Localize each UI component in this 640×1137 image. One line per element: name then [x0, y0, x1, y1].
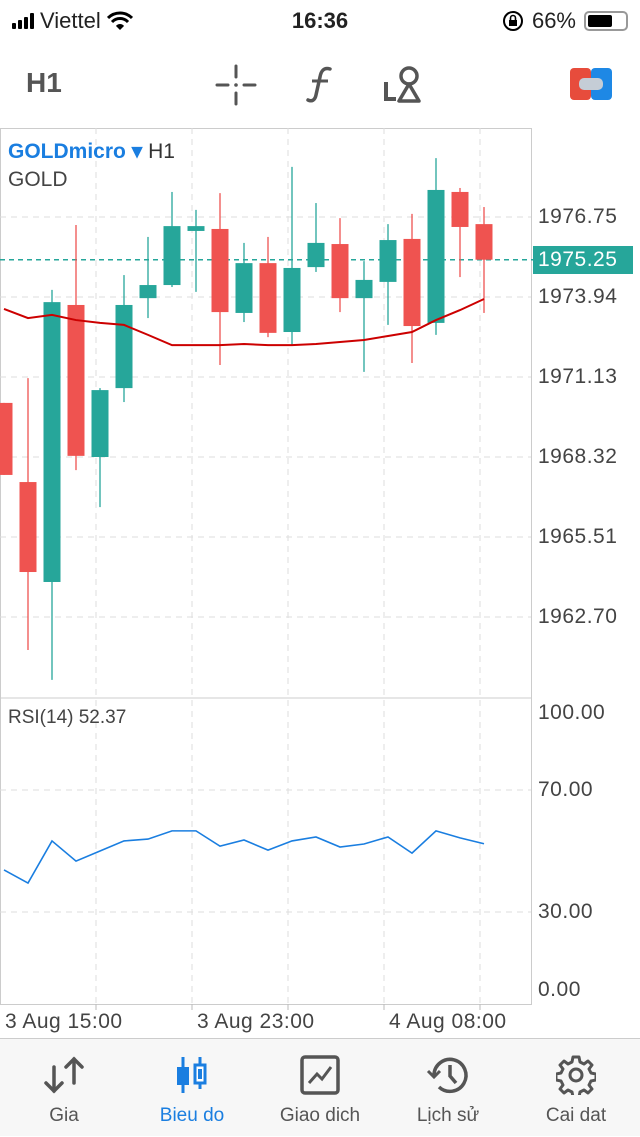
- tab-label: Giao dich: [279, 1105, 361, 1126]
- wifi-icon: [106, 11, 133, 30]
- candle-bullish: [139, 285, 157, 299]
- candle-bearish: [0, 402, 13, 475]
- toolbar: H1: [0, 50, 640, 116]
- candle-bearish: [475, 224, 493, 260]
- tab-label: Bieu do: [159, 1105, 225, 1126]
- rsi-level-label: 0.00: [538, 978, 581, 1001]
- rsi-level-label: 30.00: [538, 900, 594, 923]
- history-icon: [426, 1057, 468, 1094]
- candle-bearish: [19, 482, 37, 573]
- candle-bearish: [331, 244, 349, 299]
- tab-history[interactable]: Lịch sử: [384, 1039, 512, 1137]
- candle-bearish: [211, 228, 229, 313]
- rsi-level-label: 70.00: [538, 778, 594, 801]
- crosshair-icon[interactable]: [215, 64, 257, 106]
- candle-bearish: [403, 238, 421, 327]
- chart-candles-icon: [177, 1057, 207, 1093]
- time-label: 3 Aug 15:00: [5, 1010, 123, 1033]
- tab-label: Cai dat: [545, 1105, 607, 1126]
- tab-trade[interactable]: Giao dich: [256, 1039, 384, 1137]
- candle-bullish: [163, 226, 181, 286]
- candle-bullish: [427, 189, 445, 323]
- dropdown-icon: ▾: [131, 140, 143, 163]
- candle-bullish: [379, 240, 397, 282]
- price-label: 1965.51: [538, 525, 618, 548]
- status-bar: Viettel 16:36 66%: [0, 0, 640, 40]
- time-label: 3 Aug 23:00: [197, 1010, 315, 1033]
- chart-frame: [0, 128, 532, 1005]
- battery-icon: [584, 11, 628, 31]
- price-label: 1976.75: [538, 205, 618, 228]
- chart-timeframe: H1: [148, 140, 175, 163]
- objects-icon[interactable]: [382, 64, 424, 106]
- rsi-level-label: 100.00: [538, 701, 606, 724]
- trade-chart-icon: [300, 1055, 340, 1095]
- indicators-f-icon[interactable]: [300, 64, 340, 106]
- price-label: 1971.13: [538, 365, 618, 388]
- settings-gear-icon: [556, 1055, 596, 1095]
- symbol-name: GOLDmicro: [8, 140, 126, 163]
- price-label: 1973.94: [538, 285, 618, 308]
- tab-quotes[interactable]: Gia: [0, 1039, 128, 1137]
- current-price-label: 1975.25: [533, 246, 633, 274]
- rsi-label: RSI(14) 52.37: [8, 707, 127, 728]
- tab-settings[interactable]: Cai dat: [512, 1039, 640, 1137]
- chart-canvas[interactable]: [0, 0, 640, 1040]
- candle-bullish: [187, 226, 205, 231]
- symbol-selector[interactable]: GOLDmicro ▾ H1: [8, 139, 175, 164]
- price-label: 1968.32: [538, 445, 618, 468]
- candle-bullish: [355, 279, 373, 299]
- candle-bullish: [43, 302, 61, 582]
- candle-bullish: [283, 267, 301, 333]
- tab-chart[interactable]: Bieu do: [128, 1039, 256, 1137]
- candle-bullish: [91, 390, 109, 457]
- candle-bullish: [115, 304, 133, 389]
- moving-average-line: [3, 298, 485, 347]
- signal-icon: [12, 13, 34, 29]
- trade-toggle-icon[interactable]: [570, 68, 612, 100]
- time-label: 4 Aug 08:00: [389, 1010, 507, 1033]
- candle-bearish: [259, 263, 277, 333]
- price-label: 1962.70: [538, 605, 618, 628]
- candle-bullish: [307, 242, 325, 268]
- clock: 16:36: [291, 8, 349, 33]
- quotes-arrows-icon: [44, 1056, 84, 1094]
- tab-label: Gia: [49, 1105, 79, 1126]
- tab-label: Lịch sử: [416, 1105, 480, 1126]
- carrier: Viettel: [12, 8, 133, 34]
- carrier-name: Viettel: [40, 8, 101, 33]
- battery-percent: 66%: [531, 8, 576, 33]
- rsi-line: [3, 829, 485, 885]
- candle-bearish: [67, 304, 85, 456]
- tab-bar: Gia Bieu do Giao dich Lịch sử Cai dat: [0, 1038, 640, 1136]
- candle-bearish: [451, 191, 469, 227]
- timeframe-button[interactable]: H1: [26, 67, 62, 98]
- candle-bullish: [235, 263, 253, 313]
- rotation-lock-icon: [502, 11, 523, 31]
- symbol-description: GOLD: [8, 168, 68, 191]
